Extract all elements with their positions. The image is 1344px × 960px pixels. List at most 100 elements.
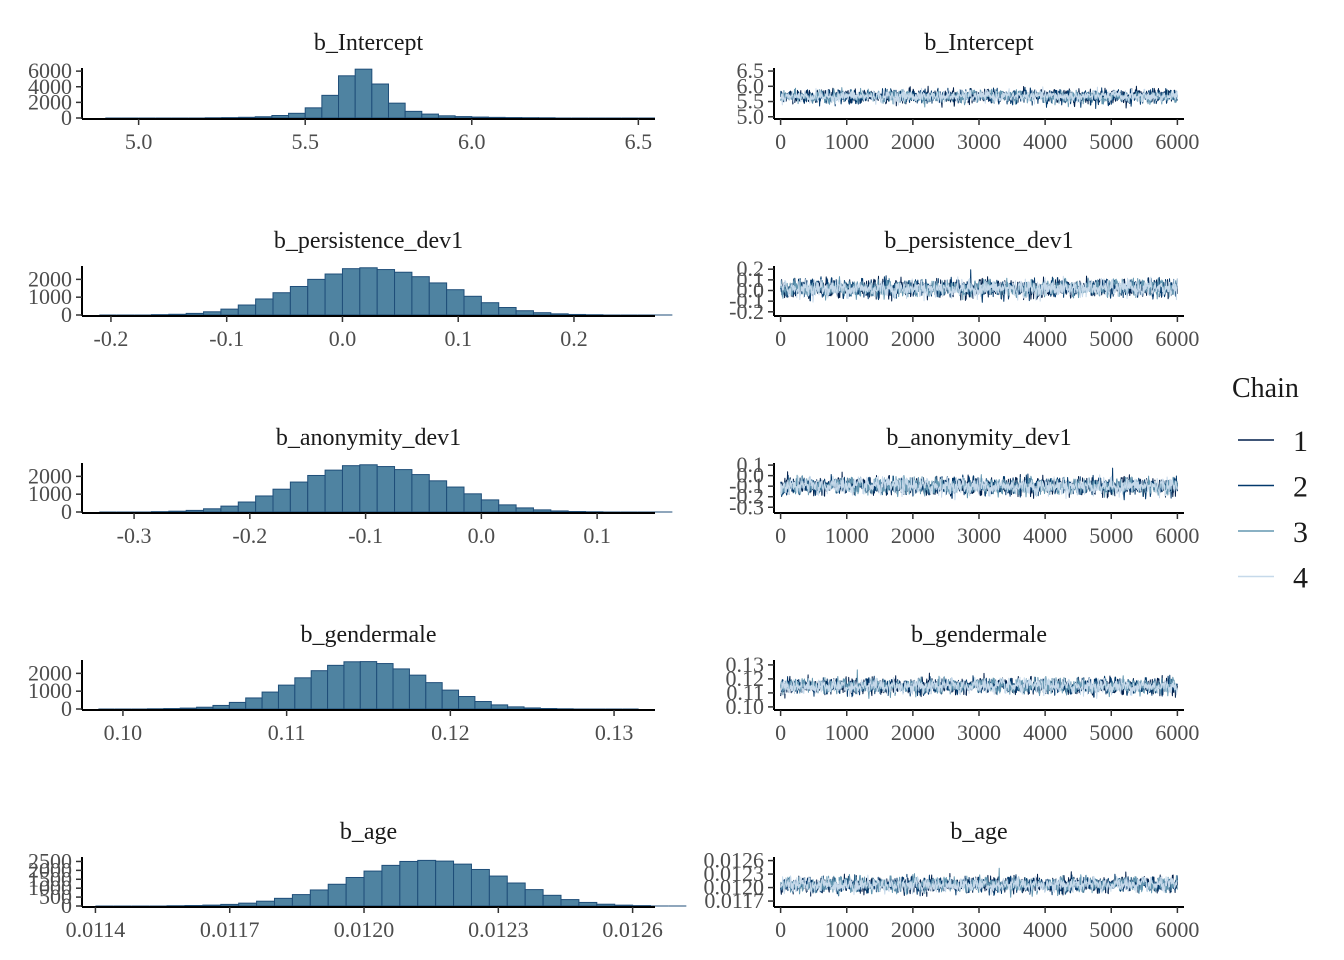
x-tick-label: 0.2 [560, 326, 588, 351]
x-tick-label: 0.1 [583, 523, 611, 548]
histogram-bar [474, 701, 492, 710]
histogram-bar [237, 501, 257, 513]
histogram-bar [490, 704, 509, 710]
histogram-bar [480, 499, 500, 513]
histogram-bar [376, 466, 396, 513]
histogram-bar [277, 684, 296, 710]
histogram-bars [95, 859, 687, 907]
chain-4-trace [780, 676, 1178, 699]
y-tick-label: 0.2 [737, 256, 765, 281]
x-tick-label: 4000 [1023, 917, 1067, 942]
x-tick-label: 6000 [1155, 720, 1199, 745]
y-tick-label: 5.5 [737, 89, 765, 114]
trace-panel: b_persistence_dev1 0 1000 2000 3000 4000 5000 6… [729, 228, 1199, 351]
histogram-bar [185, 509, 205, 513]
histogram-bar [471, 116, 489, 119]
histogram-bar [392, 668, 410, 710]
histogram-bar [220, 505, 239, 513]
legend-item: 1 [1238, 425, 1308, 458]
histogram-bar [408, 674, 427, 710]
x-tick-label: 3000 [957, 326, 1001, 351]
x-tick-label: -0.2 [94, 326, 129, 351]
histogram-bar [220, 903, 240, 907]
y-tick-label: 6.0 [737, 73, 765, 98]
x-tick-label: 5000 [1089, 523, 1133, 548]
trace-panel: b_Intercept 0 1000 2000 3000 4000 5000 6000 5.05… [737, 30, 1200, 154]
histogram-bar [309, 889, 329, 907]
x-tick-label: 5.5 [291, 129, 319, 154]
histogram-bar [304, 107, 323, 119]
x-tick-label: 4000 [1023, 523, 1067, 548]
y-tick-label: 1000 [28, 481, 72, 506]
histogram-bar [524, 889, 544, 907]
histogram-bar [488, 875, 508, 907]
panel-title: b_anonymity_dev1 [886, 425, 1071, 451]
histogram-bar [345, 876, 365, 907]
x-tick-label: 0.0 [329, 326, 357, 351]
y-tick-label: -0.3 [729, 494, 764, 519]
histogram-bar [487, 116, 506, 119]
y-tick-label: 0.0 [737, 463, 765, 488]
histogram-bars [105, 68, 655, 119]
histogram-bar [203, 311, 222, 316]
x-tick-label: 5.0 [125, 129, 153, 154]
histogram-bar [515, 507, 534, 513]
histogram-bar [428, 480, 448, 513]
x-tick-label: 0.0114 [66, 917, 126, 942]
histogram-bar [307, 474, 326, 513]
x-tick-label: 0.12 [431, 720, 470, 745]
histogram-bars [99, 464, 673, 513]
x-tick-label: 1000 [825, 326, 869, 351]
y-tick-label: 0 [61, 105, 72, 130]
x-tick-label: 2000 [891, 720, 935, 745]
x-tick-label: 0 [775, 326, 786, 351]
histogram-bar [399, 860, 419, 907]
histogram-bar [578, 901, 598, 907]
histogram-bar [417, 859, 437, 907]
y-tick-label: -0.1 [729, 288, 764, 313]
x-tick-label: 6000 [1155, 129, 1199, 154]
x-tick-label: -0.1 [209, 326, 244, 351]
y-tick-label: 0.13 [726, 652, 765, 677]
histogram-bar [446, 289, 465, 316]
y-tick-label: 6000 [28, 58, 72, 83]
x-tick-label: 5000 [1089, 720, 1133, 745]
x-tick-label: 2000 [891, 523, 935, 548]
y-tick-label: -0.1 [729, 473, 764, 498]
histogram-bar [255, 298, 274, 316]
histogram-bar [507, 706, 525, 710]
histogram-bar [376, 269, 396, 316]
x-tick-label: 0 [775, 523, 786, 548]
panel-title: b_persistence_dev1 [884, 228, 1073, 254]
x-tick-label: 0.10 [104, 720, 143, 745]
histogram-bar [454, 116, 473, 119]
y-tick-label: 2500 [28, 848, 72, 873]
histogram-bar [480, 302, 500, 316]
histogram-bar [515, 310, 534, 316]
histogram-bar [411, 474, 430, 513]
chain-4-trace [780, 86, 1178, 106]
histogram-bar [437, 115, 456, 119]
histogram-bar [463, 493, 482, 513]
histogram-bar [212, 704, 230, 710]
histogram-bar [614, 904, 634, 907]
x-tick-label: 0 [775, 917, 786, 942]
trace-panel: b_anonymity_dev1 0 1000 2000 3000 4000 5000 600… [729, 425, 1199, 548]
y-tick-label: -0.2 [729, 484, 764, 509]
histogram-bar [411, 276, 430, 316]
histogram-bar [261, 691, 279, 710]
x-tick-label: 0.0120 [334, 917, 395, 942]
histogram-bar [324, 469, 343, 513]
x-tick-label: 5000 [1089, 326, 1133, 351]
histogram-bar [254, 116, 273, 119]
histogram-bar [271, 115, 290, 119]
y-tick-label: 0.0123 [704, 861, 765, 886]
x-tick-label: 1000 [825, 523, 869, 548]
x-tick-label: 4000 [1023, 129, 1067, 154]
histogram-bar [506, 882, 526, 907]
chain-4-trace [780, 874, 1178, 896]
histogram-bar [327, 883, 347, 907]
histogram-bar [273, 897, 293, 907]
